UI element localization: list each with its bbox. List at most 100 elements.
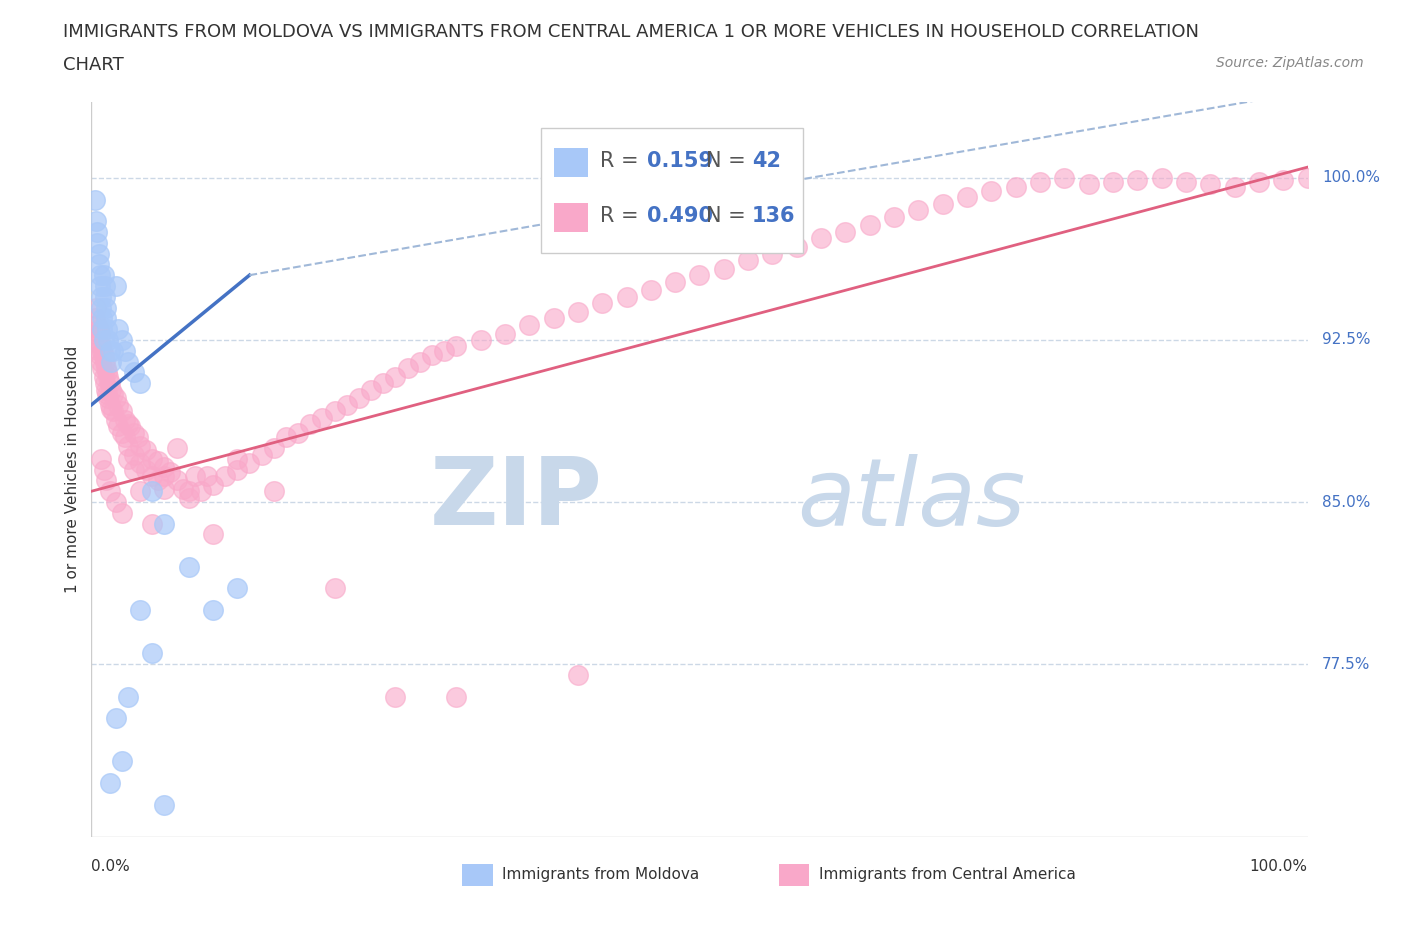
Point — [90, 289, 112, 304]
Y-axis label: 1 or more Vehicles in Household: 1 or more Vehicles in Household — [65, 346, 80, 593]
Point — [100, 402, 122, 417]
Point — [90, 339, 112, 354]
Point — [287, 425, 309, 440]
Point — [94, 361, 117, 376]
Point — [148, 454, 170, 469]
Point — [93, 268, 115, 283]
Point — [737, 253, 759, 268]
Point — [1150, 170, 1173, 185]
Point — [86, 317, 108, 332]
Point — [89, 348, 111, 363]
Point — [883, 209, 905, 224]
Point — [433, 343, 456, 358]
Point — [87, 246, 110, 261]
Point — [94, 300, 117, 315]
Point — [84, 214, 107, 229]
Text: Source: ZipAtlas.com: Source: ZipAtlas.com — [1216, 56, 1364, 70]
Point — [114, 413, 136, 428]
Point — [299, 417, 322, 432]
Point — [373, 376, 395, 391]
Text: 85.0%: 85.0% — [1322, 495, 1371, 510]
Point — [91, 361, 114, 376]
Point — [494, 326, 516, 341]
Point — [420, 348, 443, 363]
Point — [90, 354, 112, 369]
Text: Immigrants from Central America: Immigrants from Central America — [818, 867, 1076, 882]
Point — [86, 235, 108, 250]
Point — [89, 268, 111, 283]
Point — [87, 257, 110, 272]
Point — [834, 224, 856, 239]
Point — [1102, 175, 1125, 190]
Point — [89, 326, 111, 341]
Point — [336, 397, 359, 412]
Point — [263, 441, 285, 456]
Point — [107, 322, 129, 337]
Point — [384, 689, 406, 704]
Point — [135, 443, 157, 458]
Point — [396, 361, 419, 376]
Point — [84, 326, 107, 341]
Point — [1077, 177, 1099, 192]
Point — [153, 482, 176, 497]
Point — [84, 311, 107, 325]
Point — [122, 425, 145, 440]
Point — [250, 447, 273, 462]
Point — [347, 391, 370, 405]
Point — [122, 462, 145, 477]
Point — [323, 404, 346, 418]
Point — [96, 322, 118, 337]
Point — [1296, 170, 1319, 185]
Point — [616, 289, 638, 304]
Point — [214, 469, 236, 484]
Point — [86, 333, 108, 348]
FancyBboxPatch shape — [541, 128, 803, 253]
Point — [84, 193, 107, 207]
Point — [1053, 170, 1076, 185]
Point — [688, 268, 710, 283]
Point — [114, 430, 136, 445]
Point — [980, 183, 1002, 198]
Point — [567, 668, 589, 683]
Text: ZIP: ZIP — [429, 453, 602, 545]
Point — [104, 279, 127, 294]
Point — [96, 387, 118, 402]
Point — [90, 451, 112, 466]
Point — [87, 343, 110, 358]
Point — [1029, 175, 1052, 190]
Point — [195, 469, 218, 484]
Point — [117, 451, 139, 466]
Point — [226, 581, 249, 596]
Point — [384, 369, 406, 384]
Point — [93, 369, 115, 384]
Point — [117, 689, 139, 704]
Point — [190, 484, 212, 498]
Point — [91, 343, 114, 358]
Text: 77.5%: 77.5% — [1322, 657, 1371, 671]
Point — [153, 797, 176, 812]
Point — [103, 387, 125, 402]
FancyBboxPatch shape — [779, 864, 808, 886]
Text: CHART: CHART — [63, 56, 124, 73]
Point — [129, 484, 152, 498]
Point — [786, 240, 808, 255]
Point — [141, 645, 163, 660]
Point — [141, 516, 163, 531]
Point — [444, 339, 467, 354]
Point — [311, 410, 333, 425]
Point — [810, 231, 832, 246]
Point — [111, 754, 134, 769]
Point — [107, 419, 129, 434]
Point — [664, 274, 686, 289]
Text: N =: N = — [706, 206, 752, 226]
Text: 0.0%: 0.0% — [91, 859, 131, 874]
Point — [104, 413, 127, 428]
Point — [202, 477, 225, 492]
Point — [153, 460, 176, 475]
Point — [129, 603, 152, 618]
Point — [1175, 175, 1198, 190]
Text: 100.0%: 100.0% — [1322, 170, 1381, 185]
Point — [1247, 175, 1270, 190]
FancyBboxPatch shape — [554, 203, 588, 232]
Point — [129, 376, 152, 391]
